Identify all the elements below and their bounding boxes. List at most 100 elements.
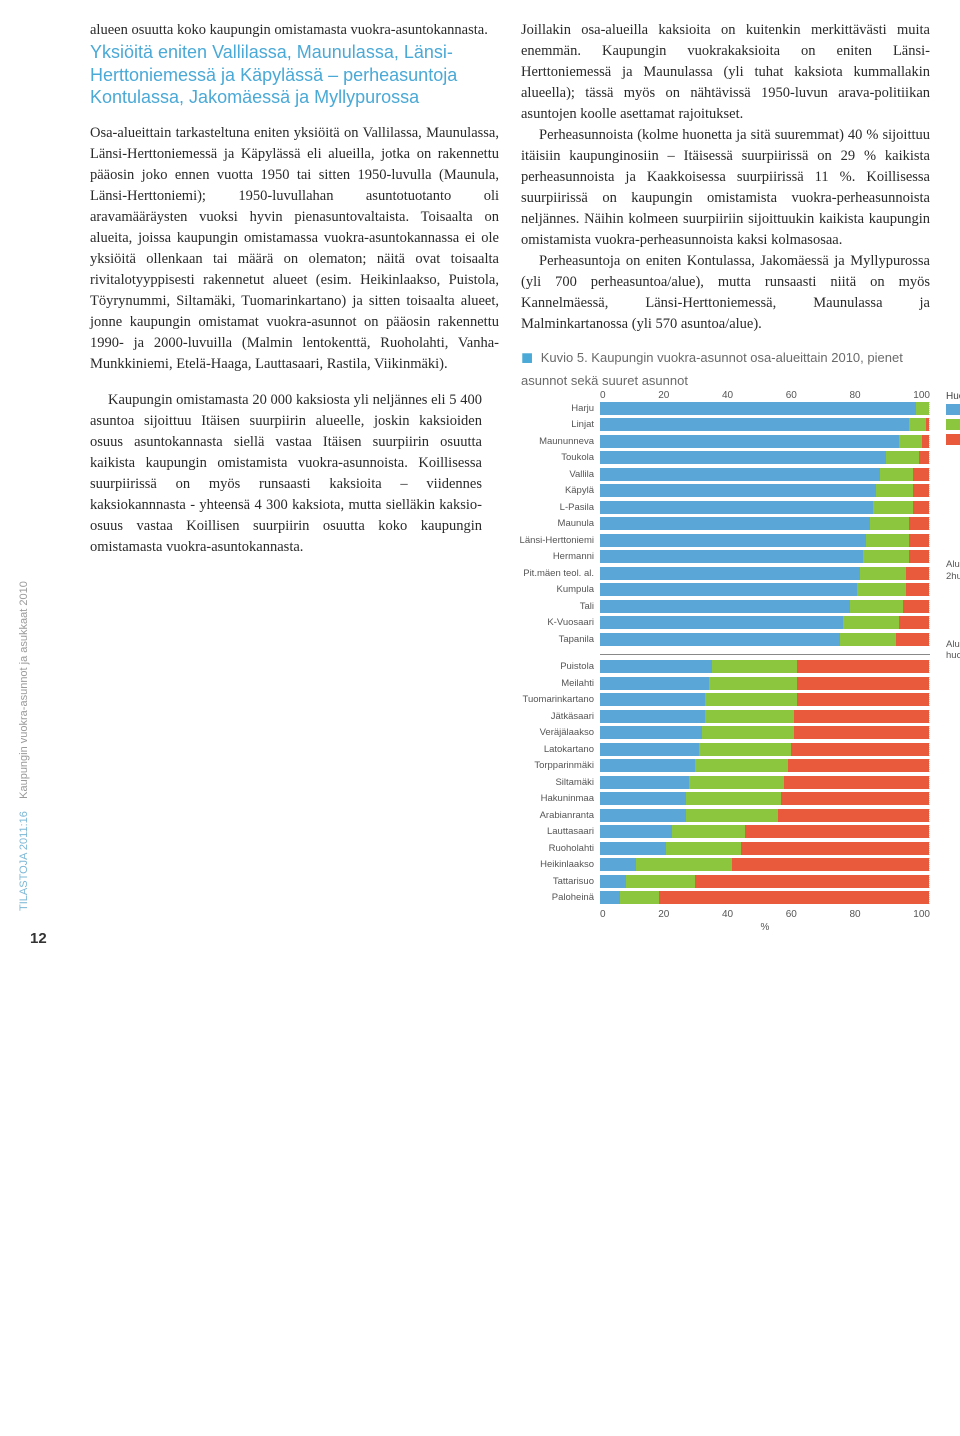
bar-segment: [699, 743, 791, 756]
bar-track: [600, 451, 930, 464]
bar-label: Pit.mäen teol. al.: [500, 568, 600, 579]
bar-row: Tali: [500, 599, 930, 614]
bar-label: Meilahti: [500, 678, 600, 689]
x-axis-label: %: [600, 922, 930, 933]
bar-row: Veräjälaakso: [500, 725, 930, 740]
bar-label: Länsi-Herttoniemi: [500, 535, 600, 546]
axis-tick: 40: [722, 390, 733, 401]
bar-label: Paloheinä: [500, 892, 600, 903]
bar-track: [600, 484, 930, 497]
axis-tick: 100: [913, 909, 930, 920]
bar-segment: [794, 710, 929, 723]
bar-track: [600, 743, 930, 756]
bar-track: [600, 418, 930, 431]
bar-label: Arabianranta: [500, 810, 600, 821]
bar-segment: [672, 825, 744, 838]
bar-track: [600, 759, 930, 772]
bar-segment: [913, 501, 929, 514]
bar-segment: [860, 567, 906, 580]
figure-5-chart: Huoneluku 1-2hu 3hu 4-hu Alueet, joissa …: [500, 390, 930, 934]
bar-segment: [778, 809, 929, 822]
bar-label: Heikinlaakso: [500, 859, 600, 870]
bar-segment: [791, 743, 929, 756]
figure-caption-text: Kuvio 5. Kaupungin vuokra-asunnot osa-al…: [521, 350, 903, 388]
bar-segment: [600, 567, 860, 580]
bar-segment: [794, 726, 929, 739]
left-para-2: Kaupungin omistamasta 20 000 kaksiosta y…: [90, 390, 482, 558]
right-column: Joillakin osa-alueilla kaksioita on kuit…: [521, 20, 930, 390]
bar-row: Latokartano: [500, 742, 930, 757]
bar-track: [600, 534, 930, 547]
right-para-1: Joillakin osa-alueilla kaksioita on kuit…: [521, 20, 930, 125]
bar-segment: [899, 616, 929, 629]
bar-segment: [600, 710, 705, 723]
bar-row: L-Pasila: [500, 500, 930, 515]
bar-label: Maunula: [500, 518, 600, 529]
bar-row: Heikinlaakso: [500, 857, 930, 872]
bar-segment: [620, 891, 659, 904]
bar-row: Siltamäki: [500, 775, 930, 790]
bar-track: [600, 792, 930, 805]
bar-segment: [689, 776, 784, 789]
bar-label: Tali: [500, 601, 600, 612]
bar-label: Kumpula: [500, 584, 600, 595]
bar-label: Latokartano: [500, 744, 600, 755]
bar-label: Harju: [500, 403, 600, 414]
bar-label: Toukola: [500, 452, 600, 463]
bar-segment: [916, 402, 929, 415]
bar-segment: [600, 825, 672, 838]
bar-segment: [666, 842, 742, 855]
bar-track: [600, 825, 930, 838]
bar-track: [600, 435, 930, 448]
bar-segment: [600, 875, 626, 888]
bottom-row: Kaupungin omistamasta 20 000 kaksiosta y…: [90, 390, 930, 934]
bar-segment: [909, 550, 929, 563]
bar-track: [600, 891, 930, 904]
bar-row: Linjat: [500, 417, 930, 432]
bar-segment: [876, 484, 912, 497]
bar-segment: [600, 402, 916, 415]
bar-row: Arabianranta: [500, 808, 930, 823]
legend-swatch-icon: [946, 419, 960, 430]
bar-track: [600, 809, 930, 822]
bar-segment: [600, 501, 873, 514]
bar-track: [600, 550, 930, 563]
group-divider: [600, 654, 930, 655]
left-column-continued: Kaupungin omistamasta 20 000 kaksiosta y…: [90, 390, 482, 934]
legend-item: 3hu: [946, 419, 960, 434]
bar-label: K-Vuosaari: [500, 617, 600, 628]
bar-segment: [702, 726, 794, 739]
bar-row: Hermanni: [500, 549, 930, 564]
bar-segment: [600, 743, 699, 756]
bar-row: Toukola: [500, 450, 930, 465]
bar-row: Puistola: [500, 659, 930, 674]
right-para-3: Perheasuntoja on eniten Kontulassa, Jako…: [521, 251, 930, 335]
bar-segment: [600, 418, 909, 431]
section-heading: Yksiöitä eniten Vallilassa, Maunulassa, …: [90, 41, 499, 109]
bar-segment: [880, 468, 913, 481]
bar-label: Veräjälaakso: [500, 727, 600, 738]
bar-row: Harju: [500, 401, 930, 416]
bar-segment: [709, 677, 798, 690]
bar-label: Puistola: [500, 661, 600, 672]
bar-segment: [686, 809, 778, 822]
legend-title: Huoneluku: [946, 390, 960, 404]
bar-label: Käpylä: [500, 485, 600, 496]
bar-row: Lauttasaari: [500, 824, 930, 839]
bar-segment: [695, 759, 787, 772]
bar-track: [600, 693, 930, 706]
bar-label: L-Pasila: [500, 502, 600, 513]
bar-track: [600, 567, 930, 580]
bar-track: [600, 875, 930, 888]
bar-segment: [600, 677, 709, 690]
bar-segment: [600, 693, 705, 706]
bar-row: Pit.mäen teol. al.: [500, 566, 930, 581]
figure-caption: ■ Kuvio 5. Kaupungin vuokra-asunnot osa-…: [521, 345, 930, 390]
bar-segment: [600, 891, 620, 904]
bar-segment: [797, 693, 929, 706]
bar-row: Jätkäsaari: [500, 709, 930, 724]
bar-segment: [600, 468, 880, 481]
bar-label: Tuomarinkartano: [500, 694, 600, 705]
left-para-1: Osa-alueittain tarkasteltuna eniten yksi…: [90, 123, 499, 375]
bar-segment: [886, 451, 919, 464]
